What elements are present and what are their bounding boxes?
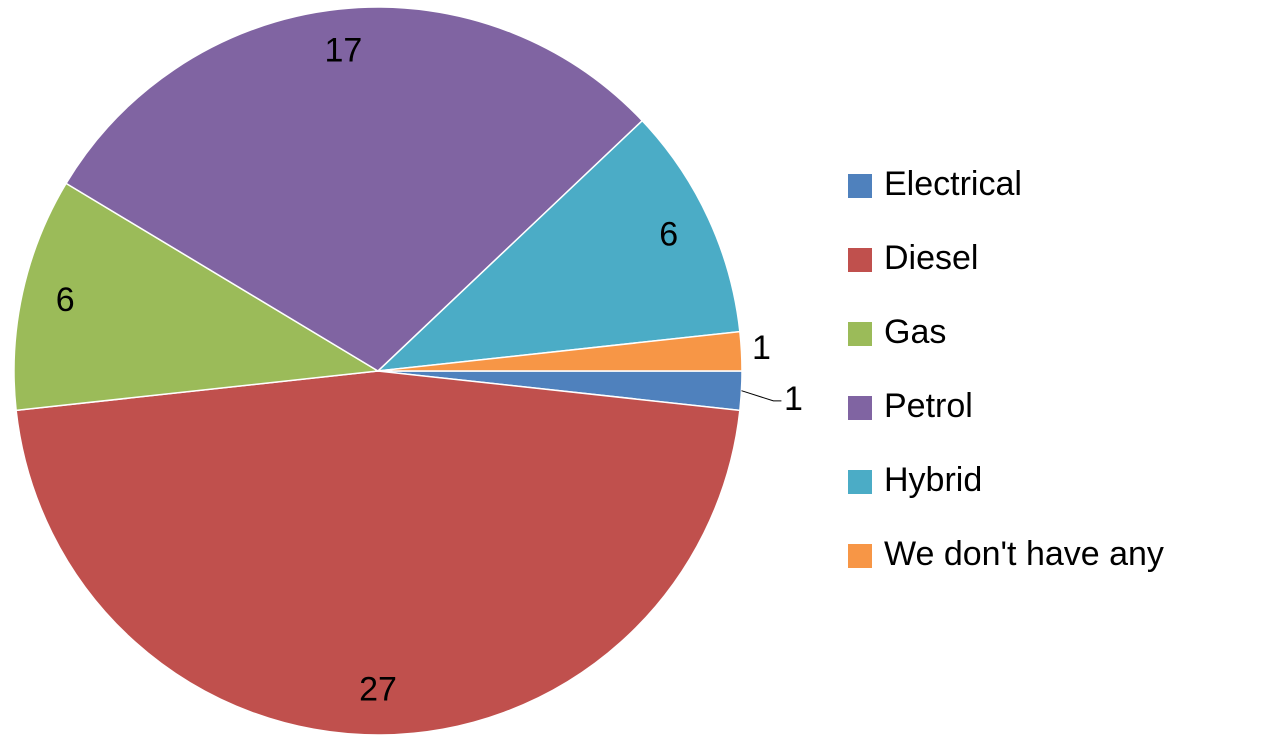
data-label: 6 <box>56 281 75 319</box>
pie-slice <box>377 330 743 372</box>
legend-swatch <box>848 544 872 568</box>
legend-label: We don't have any <box>884 535 1164 573</box>
legend-label: Gas <box>884 313 946 351</box>
legend-swatch <box>848 174 872 198</box>
data-label: 1 <box>752 329 771 367</box>
legend-swatch <box>848 396 872 420</box>
legend-label: Diesel <box>884 239 978 277</box>
data-label: 27 <box>359 670 397 708</box>
legend-label: Petrol <box>884 387 973 425</box>
legend-swatch <box>848 322 872 346</box>
data-label: 1 <box>784 380 803 418</box>
data-labels: 1 27 6 17 6 1 <box>56 32 803 709</box>
pie-slice <box>65 6 644 372</box>
data-label: 6 <box>659 215 678 253</box>
legend-swatch <box>848 470 872 494</box>
legend-swatch <box>848 248 872 272</box>
legend: Electrical Diesel Gas Petrol Hybrid We don't … <box>848 165 1164 573</box>
leader-line <box>741 390 782 402</box>
legend-label: Electrical <box>884 165 1022 203</box>
legend-label: Hybrid <box>884 461 982 499</box>
pie-slice <box>375 119 741 372</box>
pie-slice <box>13 182 381 412</box>
data-label: 17 <box>324 32 362 70</box>
pie <box>13 6 743 735</box>
